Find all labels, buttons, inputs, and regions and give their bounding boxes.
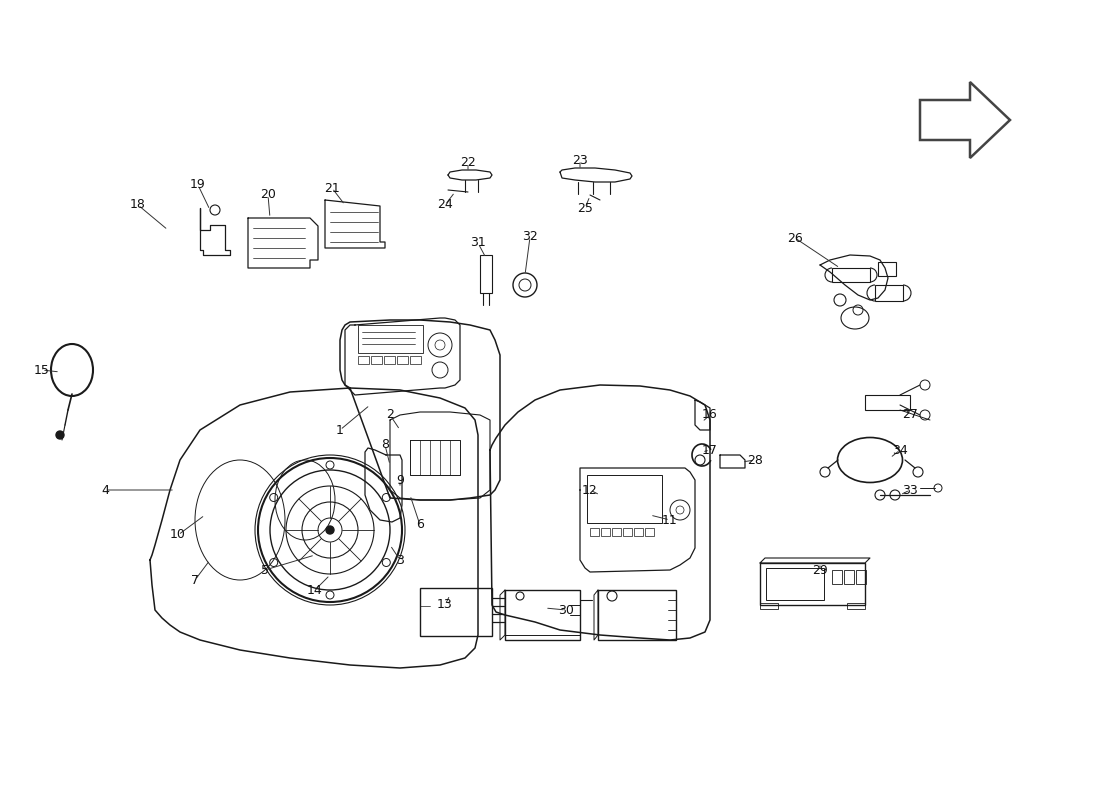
Text: 1: 1 [337, 423, 344, 437]
Bar [598, 590, 676, 640]
Text: 16: 16 [702, 409, 718, 422]
Text: 6: 6 [416, 518, 424, 531]
Text: 2: 2 [386, 409, 394, 422]
Text: 14: 14 [307, 583, 323, 597]
Bar [384, 356, 395, 364]
Text: 12: 12 [582, 483, 598, 497]
Text: 9: 9 [396, 474, 404, 486]
Bar [371, 356, 382, 364]
Text: 19: 19 [190, 178, 206, 191]
Bar [358, 325, 424, 353]
Bar [480, 255, 492, 293]
Bar [832, 570, 842, 584]
Text: 13: 13 [437, 598, 453, 611]
Text: 24: 24 [437, 198, 453, 211]
Text: 26: 26 [788, 231, 803, 245]
Bar [505, 590, 580, 640]
Text: 29: 29 [812, 563, 828, 577]
Text: 17: 17 [702, 443, 718, 457]
Circle shape [326, 526, 334, 534]
Text: 20: 20 [260, 189, 276, 202]
Text: 4: 4 [101, 483, 109, 497]
Text: 15: 15 [34, 363, 50, 377]
Text: 30: 30 [558, 603, 574, 617]
Bar [410, 356, 421, 364]
Bar [634, 528, 643, 536]
Text: 11: 11 [662, 514, 678, 526]
Bar [844, 570, 854, 584]
Bar [612, 528, 621, 536]
Text: 22: 22 [460, 157, 476, 170]
Bar [420, 588, 492, 636]
Bar [865, 395, 910, 410]
Text: 8: 8 [381, 438, 389, 451]
Bar [878, 262, 896, 276]
Bar [766, 568, 824, 600]
Bar [358, 356, 368, 364]
Bar [856, 570, 866, 584]
Text: 33: 33 [902, 483, 917, 497]
Bar [587, 475, 662, 523]
Text: 3: 3 [396, 554, 404, 566]
Bar [847, 603, 865, 609]
Text: 34: 34 [892, 443, 907, 457]
Text: 27: 27 [902, 409, 917, 422]
Text: 32: 32 [522, 230, 538, 243]
Text: 7: 7 [191, 574, 199, 586]
Bar [623, 528, 632, 536]
Bar [645, 528, 654, 536]
Text: 5: 5 [261, 563, 270, 577]
Bar [874, 285, 903, 301]
Bar [590, 528, 600, 536]
Text: 18: 18 [130, 198, 146, 211]
Text: 31: 31 [470, 237, 486, 250]
Bar [832, 268, 870, 282]
Text: 21: 21 [324, 182, 340, 194]
Bar [601, 528, 610, 536]
Bar [760, 563, 865, 605]
Text: 25: 25 [578, 202, 593, 214]
Text: 10: 10 [170, 529, 186, 542]
Text: 28: 28 [747, 454, 763, 466]
Circle shape [56, 431, 64, 439]
Bar [760, 603, 778, 609]
Text: 23: 23 [572, 154, 587, 166]
Bar [397, 356, 408, 364]
